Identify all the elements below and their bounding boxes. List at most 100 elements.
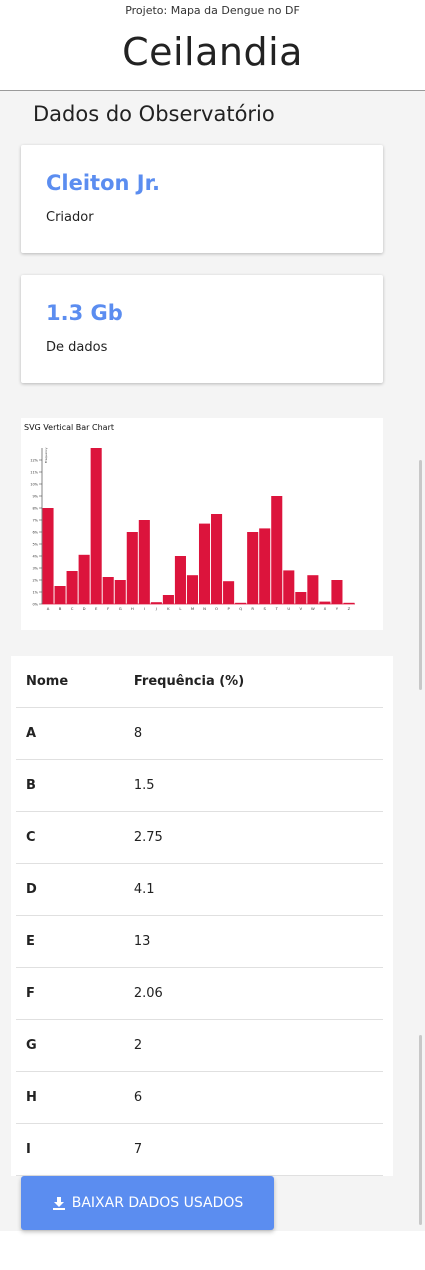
bar xyxy=(162,595,174,604)
column-header-frequency: Frequência (%) xyxy=(133,656,383,708)
creator-label: Criador xyxy=(46,210,94,225)
row-name: H xyxy=(16,1071,134,1124)
row-name: E xyxy=(16,915,134,968)
bar-chart-svg: 0% 1% 2% 3% 4% 5% 6% 7% 8% 9% 10% 11% 12% Frequency A B… xyxy=(30,447,355,611)
data-size-label: De dados xyxy=(46,340,108,355)
bar xyxy=(114,580,126,604)
row-name: A xyxy=(16,707,134,760)
column-header-name: Nome xyxy=(16,656,134,708)
x-tick-label: I xyxy=(144,606,145,611)
bar xyxy=(150,602,162,604)
x-tick-label: A xyxy=(47,606,50,611)
row-name: I xyxy=(16,1123,134,1176)
y-tick-label: 7% xyxy=(32,519,38,523)
row-frequency: 7 xyxy=(133,1123,383,1176)
bar xyxy=(271,496,283,604)
table-row: C 2.75 xyxy=(16,811,383,864)
row-name: G xyxy=(16,1019,134,1072)
bar xyxy=(319,601,331,604)
row-name: C xyxy=(16,811,134,864)
row-frequency: 2.06 xyxy=(133,967,383,1020)
x-tick-label: Z xyxy=(348,606,351,611)
bar xyxy=(259,528,271,604)
x-tick-label: M xyxy=(191,606,194,611)
x-tick-label: N xyxy=(203,606,206,611)
bar xyxy=(90,448,102,604)
creator-name: Cleiton Jr. xyxy=(46,171,160,195)
download-data-button[interactable]: BAIXAR DADOS USADOS xyxy=(21,1176,274,1230)
bar xyxy=(186,575,199,604)
row-frequency: 8 xyxy=(133,707,383,760)
y-tick-label: 1% xyxy=(32,591,38,595)
bar xyxy=(102,577,114,604)
scrollbar-thumb[interactable] xyxy=(419,460,422,690)
table-row: F 2.06 xyxy=(16,967,383,1020)
y-tick-label: 5% xyxy=(32,543,38,547)
table-row: B 1.5 xyxy=(16,759,383,812)
row-frequency: 2 xyxy=(133,1019,383,1072)
y-tick-label: 11% xyxy=(30,471,38,475)
bar xyxy=(211,514,223,604)
bar xyxy=(54,586,66,604)
x-tick-label: F xyxy=(107,606,109,611)
row-frequency: 2.75 xyxy=(133,811,383,864)
bar xyxy=(307,575,319,604)
table-row: D 4.1 xyxy=(16,863,383,916)
row-frequency: 4.1 xyxy=(133,863,383,916)
x-tick-label: B xyxy=(59,606,62,611)
y-tick-label: 2% xyxy=(32,579,38,583)
bar-chart: 0% 1% 2% 3% 4% 5% 6% 7% 8% 9% 10% 11% 12% Frequency A B… xyxy=(21,418,383,630)
x-tick-label: X xyxy=(324,606,327,611)
section-title: Dados do Observatório xyxy=(33,102,275,126)
bar xyxy=(126,532,138,604)
table-header-row: Nome Frequência (%) xyxy=(16,656,383,708)
bar xyxy=(295,592,307,604)
y-tick-label: 4% xyxy=(32,555,38,559)
y-tick-label: 8% xyxy=(32,507,38,511)
x-tick-label: Q xyxy=(239,606,242,611)
y-tick-label: 10% xyxy=(30,483,38,487)
y-tick-label: 0% xyxy=(32,603,38,607)
page-header: Projeto: Mapa da Dengue no DF Ceilandia xyxy=(0,0,425,91)
x-tick-label: H xyxy=(131,606,134,611)
chart-title: SVG Vertical Bar Chart xyxy=(24,423,114,432)
row-frequency: 13 xyxy=(133,915,383,968)
bar xyxy=(331,580,343,604)
x-tick-label: T xyxy=(275,606,279,611)
row-name: D xyxy=(16,863,134,916)
bar xyxy=(42,508,54,604)
x-tick-label: O xyxy=(215,606,218,611)
y-tick-label: 6% xyxy=(32,531,38,535)
y-tick-label: 12% xyxy=(30,459,38,463)
x-tick-label: J xyxy=(155,606,157,611)
x-tick-label: E xyxy=(95,606,98,611)
scrollbar-thumb-lower[interactable] xyxy=(419,1035,422,1225)
x-tick-label: D xyxy=(83,606,86,611)
bar xyxy=(283,570,295,604)
bar xyxy=(138,520,150,604)
data-size-value: 1.3 Gb xyxy=(46,301,123,325)
row-name: F xyxy=(16,967,134,1020)
bar xyxy=(247,532,259,604)
x-tick-label: S xyxy=(264,606,267,611)
bar xyxy=(343,602,355,604)
row-name: B xyxy=(16,759,134,812)
x-tick-label: K xyxy=(167,606,170,611)
x-tick-label: L xyxy=(179,606,182,611)
x-tick-label: Y xyxy=(336,606,339,611)
creator-card: Cleiton Jr. Criador xyxy=(21,145,383,253)
project-subtitle: Projeto: Mapa da Dengue no DF xyxy=(125,4,300,17)
x-tick-label: P xyxy=(227,606,230,611)
bar xyxy=(78,554,90,604)
bar xyxy=(66,571,78,604)
x-tick-label: R xyxy=(251,606,254,611)
bar xyxy=(223,581,235,604)
table-row: E 13 xyxy=(16,915,383,968)
x-tick-label: W xyxy=(311,606,315,611)
bar xyxy=(235,602,247,604)
